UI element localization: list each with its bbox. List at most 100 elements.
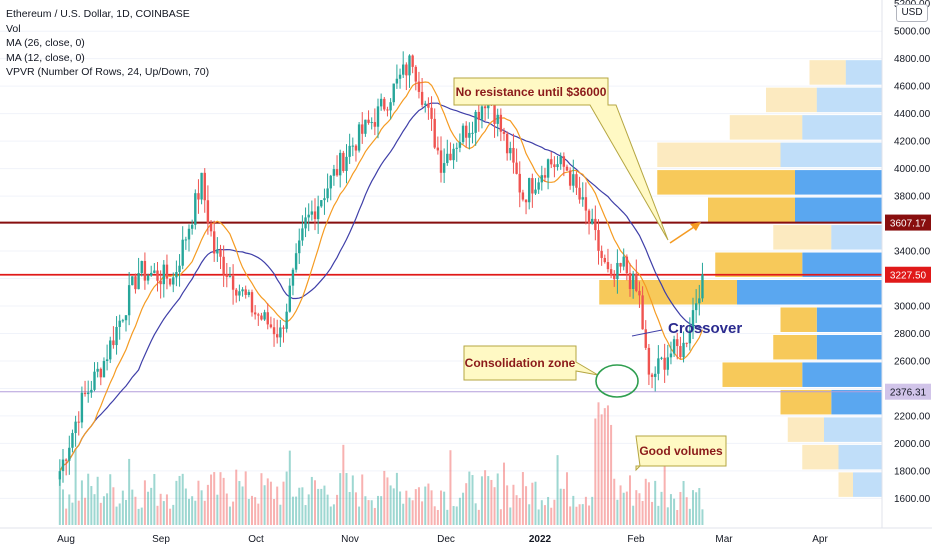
- volume-bar: [314, 480, 316, 525]
- candle: [411, 54, 414, 74]
- candle: [395, 64, 399, 89]
- price-axis-label: 2800.00: [894, 329, 931, 340]
- price-axis-label: 1800.00: [894, 466, 931, 477]
- volume-bar: [436, 509, 439, 525]
- volume-bar: [222, 477, 225, 525]
- volume-bar: [433, 506, 436, 525]
- candle: [568, 167, 572, 190]
- candle: [512, 133, 515, 174]
- candle: [537, 177, 540, 194]
- volume-bar: [402, 503, 405, 525]
- volume-bar: [159, 493, 162, 525]
- volume-bar: [143, 480, 146, 525]
- volume-bar: [455, 506, 458, 525]
- volume-bar: [493, 487, 496, 525]
- chart-legend: Ethereum / U.S. Dollar, 1D, COINBASE Vol…: [6, 7, 209, 80]
- volume-bar: [417, 487, 420, 525]
- candle: [420, 78, 424, 108]
- candle: [357, 121, 361, 153]
- volume-bar: [87, 473, 90, 525]
- candle: [332, 164, 336, 186]
- candle: [291, 267, 295, 296]
- volume-bar: [682, 481, 685, 525]
- volume-bar: [632, 505, 635, 525]
- candle: [572, 159, 575, 193]
- candle: [452, 143, 455, 169]
- volume-bar: [102, 496, 105, 525]
- vp-up-bar: [816, 307, 882, 332]
- volume-bar: [210, 474, 213, 525]
- candle: [550, 151, 553, 169]
- volume-bar: [566, 472, 568, 525]
- candle: [279, 319, 282, 347]
- volume-bar: [676, 509, 679, 525]
- volume-bar: [285, 471, 288, 525]
- volume-bar: [153, 473, 156, 525]
- candle: [219, 244, 222, 270]
- volume-bar: [386, 477, 389, 525]
- candle: [329, 174, 332, 201]
- volume-profile-row: [708, 197, 882, 223]
- candle: [304, 207, 307, 238]
- vp-up-bar: [780, 142, 882, 168]
- candle: [414, 65, 417, 91]
- volume-bar: [638, 493, 641, 525]
- volume-bar: [203, 500, 206, 525]
- candle: [124, 315, 128, 332]
- volume-profile: [599, 60, 882, 497]
- volume-bar: [427, 483, 430, 525]
- candle: [471, 121, 474, 144]
- volume-bar: [282, 481, 285, 525]
- volume-bar: [175, 480, 178, 525]
- time-axis-label: Mar: [715, 534, 733, 545]
- volume-bar: [411, 500, 414, 525]
- ma26-path: [59, 102, 703, 472]
- candle: [546, 158, 550, 190]
- volume-profile-row: [657, 170, 882, 195]
- volume-bar: [383, 470, 386, 525]
- volume-profile-row: [773, 334, 882, 360]
- candle: [398, 68, 402, 89]
- time-axis-label: Oct: [248, 534, 264, 545]
- candle: [253, 305, 257, 320]
- volume-bar: [165, 494, 168, 525]
- time-axis-label: Feb: [627, 534, 645, 545]
- candle: [143, 252, 147, 290]
- candle: [483, 103, 487, 121]
- price-tag-label: 2376.31: [890, 388, 927, 399]
- crossover-pointer: [631, 329, 663, 337]
- candle: [698, 284, 701, 316]
- candle: [87, 380, 90, 403]
- volume-bar: [140, 507, 143, 525]
- candle: [235, 287, 238, 303]
- candle: [379, 93, 383, 111]
- volume-bar: [225, 493, 228, 525]
- volume-bar: [377, 495, 379, 525]
- ma12-line: [59, 81, 704, 472]
- time-axis-label: Sep: [152, 534, 170, 545]
- candle: [676, 332, 679, 360]
- volume-bar: [395, 472, 398, 525]
- candle: [77, 411, 80, 436]
- volume-bar: [556, 455, 559, 525]
- candle: [339, 149, 342, 188]
- time-axis-label: Nov: [341, 534, 359, 545]
- volume-bar: [254, 497, 257, 525]
- candle: [294, 243, 298, 273]
- volume-bar: [295, 496, 298, 525]
- volume-bar: [131, 489, 134, 525]
- currency-button[interactable]: USD: [896, 4, 928, 22]
- candle: [465, 121, 468, 148]
- volume-bar: [521, 472, 524, 525]
- price-tag: [885, 214, 931, 231]
- candle: [206, 185, 210, 235]
- volume-bar: [408, 497, 411, 525]
- volume-bar: [77, 500, 80, 525]
- price-axis: [882, 0, 932, 528]
- volume-bar: [389, 485, 392, 525]
- volume-bar: [310, 476, 313, 525]
- candle: [433, 108, 436, 150]
- price-axis-label: 4800.00: [894, 54, 931, 65]
- volume-profile-row: [766, 87, 882, 113]
